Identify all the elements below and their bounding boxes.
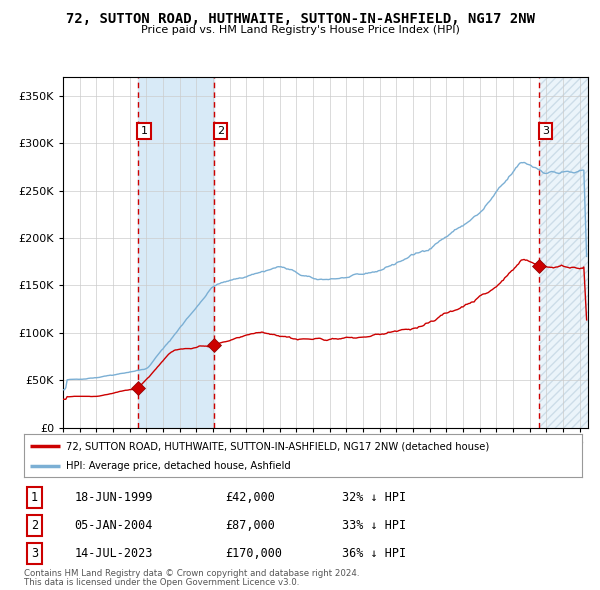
Text: 20: 20: [275, 439, 284, 448]
Text: 19: 19: [75, 439, 85, 448]
Text: 20: 20: [191, 439, 201, 448]
Text: 1: 1: [140, 126, 148, 136]
Text: 20: 20: [525, 439, 535, 448]
Text: 20: 20: [308, 439, 318, 448]
Text: 20: 20: [408, 439, 418, 448]
Text: HPI: Average price, detached house, Ashfield: HPI: Average price, detached house, Ashf…: [66, 461, 290, 471]
Text: 20: 20: [425, 439, 434, 448]
Text: 36% ↓ HPI: 36% ↓ HPI: [342, 547, 406, 560]
Text: 20: 20: [225, 439, 235, 448]
Bar: [138, 77, 214, 428]
Text: 20: 20: [325, 439, 334, 448]
Text: 20: 20: [491, 439, 501, 448]
Text: 20: 20: [175, 439, 184, 448]
Text: 1: 1: [31, 491, 38, 504]
Text: 3: 3: [31, 547, 38, 560]
Text: 19: 19: [125, 439, 134, 448]
Text: Price paid vs. HM Land Registry's House Price Index (HPI): Price paid vs. HM Land Registry's House …: [140, 25, 460, 35]
Text: 72, SUTTON ROAD, HUTHWAITE, SUTTON-IN-ASHFIELD, NG17 2NW: 72, SUTTON ROAD, HUTHWAITE, SUTTON-IN-AS…: [65, 12, 535, 26]
Text: 20: 20: [458, 439, 468, 448]
Text: 18-JUN-1999: 18-JUN-1999: [74, 491, 152, 504]
Text: 33% ↓ HPI: 33% ↓ HPI: [342, 519, 406, 532]
Bar: [539, 77, 588, 428]
Text: 20: 20: [575, 439, 584, 448]
Text: 20: 20: [208, 439, 218, 448]
Text: 20: 20: [242, 439, 251, 448]
Text: 20: 20: [542, 439, 551, 448]
Text: 05-JAN-2004: 05-JAN-2004: [74, 519, 152, 532]
Text: 20: 20: [158, 439, 168, 448]
Text: 20: 20: [258, 439, 268, 448]
Text: 20: 20: [558, 439, 568, 448]
Text: 20: 20: [358, 439, 368, 448]
Text: 19: 19: [92, 439, 101, 448]
Text: 2: 2: [217, 126, 224, 136]
Text: 19: 19: [108, 439, 118, 448]
Text: 20: 20: [341, 439, 351, 448]
Text: 19: 19: [58, 439, 68, 448]
Text: 14-JUL-2023: 14-JUL-2023: [74, 547, 152, 560]
Text: Contains HM Land Registry data © Crown copyright and database right 2024.: Contains HM Land Registry data © Crown c…: [24, 569, 359, 578]
Text: 20: 20: [392, 439, 401, 448]
Text: £170,000: £170,000: [225, 547, 282, 560]
Text: 20: 20: [442, 439, 451, 448]
Text: 20: 20: [508, 439, 518, 448]
Text: 3: 3: [542, 126, 549, 136]
Text: 20: 20: [292, 439, 301, 448]
Text: 72, SUTTON ROAD, HUTHWAITE, SUTTON-IN-ASHFIELD, NG17 2NW (detached house): 72, SUTTON ROAD, HUTHWAITE, SUTTON-IN-AS…: [66, 441, 489, 451]
Text: £42,000: £42,000: [225, 491, 275, 504]
Text: 20: 20: [375, 439, 385, 448]
Text: This data is licensed under the Open Government Licence v3.0.: This data is licensed under the Open Gov…: [24, 578, 299, 587]
Text: 2: 2: [31, 519, 38, 532]
Text: £87,000: £87,000: [225, 519, 275, 532]
Text: 20: 20: [475, 439, 484, 448]
Text: 32% ↓ HPI: 32% ↓ HPI: [342, 491, 406, 504]
Text: 20: 20: [142, 439, 151, 448]
